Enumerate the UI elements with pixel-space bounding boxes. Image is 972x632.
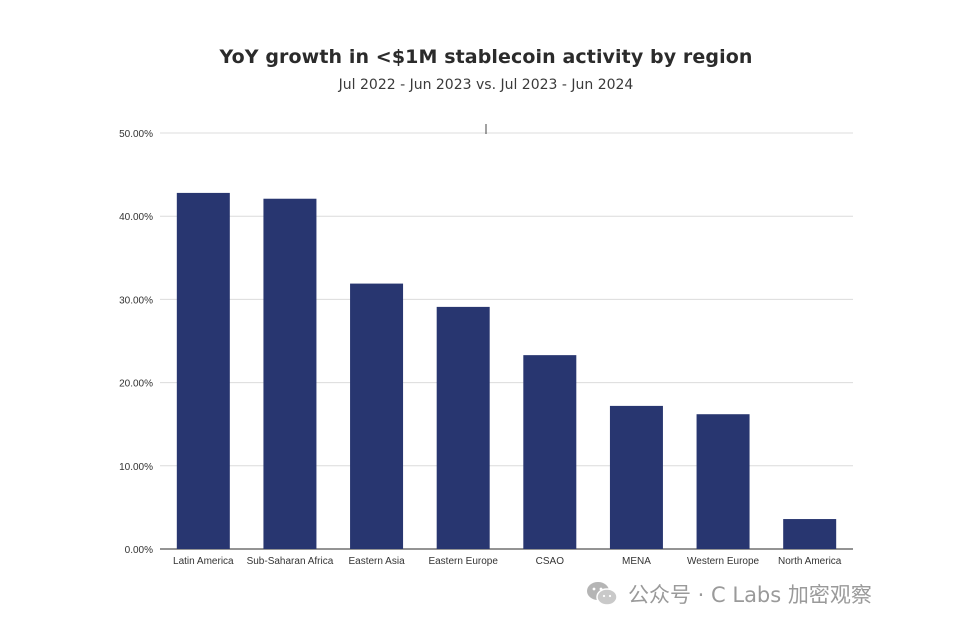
watermark: 公众号 · C Labs 加密观察 (586, 578, 872, 610)
chart-subtitle: Jul 2022 - Jun 2023 vs. Jul 2023 - Jun 2… (338, 77, 634, 93)
x-tick-label: Latin America (173, 556, 234, 567)
y-tick-label: 40.00% (119, 212, 153, 223)
y-tick-label: 50.00% (119, 129, 153, 140)
x-tick-label: Eastern Asia (348, 556, 405, 567)
wechat-icon (587, 582, 618, 606)
x-tick-label: Western Europe (687, 556, 760, 567)
x-tick-label: Eastern Europe (428, 556, 498, 567)
y-tick-label: 0.00% (125, 545, 153, 556)
x-tick-label: North America (778, 556, 842, 567)
bar (263, 198, 317, 549)
chart-title: YoY growth in <$1M stablecoin activity b… (219, 46, 753, 68)
bar (609, 405, 663, 549)
y-tick-label: 20.00% (119, 379, 153, 390)
bar (696, 414, 750, 549)
bar (436, 306, 490, 549)
bar (350, 283, 404, 549)
x-tick-label: Sub-Saharan Africa (247, 556, 334, 567)
watermark-text: 公众号 · C Labs 加密观察 (628, 583, 872, 607)
y-tick-label: 30.00% (119, 295, 153, 306)
bar (523, 355, 577, 549)
x-tick-label: MENA (622, 556, 651, 567)
bar (176, 192, 230, 550)
bar (783, 519, 837, 549)
x-tick-label: CSAO (536, 556, 565, 567)
y-tick-label: 10.00% (119, 462, 153, 473)
